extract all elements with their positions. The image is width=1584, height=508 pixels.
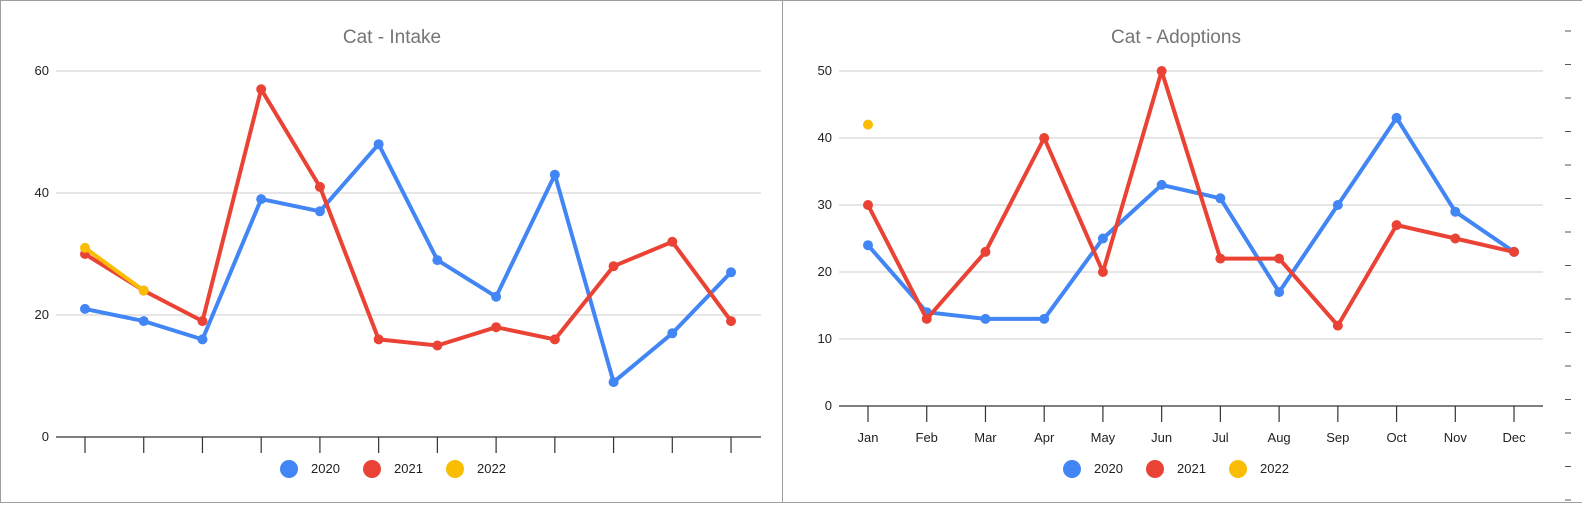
data-point-2021 — [256, 84, 267, 95]
data-point-2020 — [1274, 287, 1285, 298]
data-point-2020 — [314, 206, 325, 217]
data-point-2020 — [256, 194, 267, 205]
legend-swatch-2021 — [363, 460, 381, 478]
chart-panel-adoptions: Cat - Adoptions 0 10 20 30 40 50 Jan Feb Mar Apr Ma… — [782, 0, 1582, 503]
x-tick-label-mar: Mar — [974, 430, 997, 445]
data-point-2022 — [863, 119, 873, 130]
data-point-2021 — [608, 261, 619, 272]
data-point-2021 — [373, 334, 384, 345]
y-tick-label: 0 — [42, 429, 49, 444]
data-point-2020 — [1391, 112, 1402, 123]
legend-swatch-2020 — [280, 460, 298, 478]
data-point-2020 — [863, 240, 873, 251]
data-point-2021 — [1156, 66, 1167, 76]
series-line-2021 — [83, 87, 734, 348]
x-tick-label-oct: Oct — [1386, 430, 1407, 445]
data-point-2020 — [608, 377, 619, 388]
chart-title: Cat - Adoptions — [1111, 27, 1241, 48]
edge-ticks — [1565, 30, 1571, 501]
data-point-2020 — [1097, 233, 1108, 244]
legend-label-2020: 2020 — [311, 461, 340, 476]
legend-swatch-2022 — [1229, 460, 1247, 478]
data-point-2021 — [1274, 253, 1285, 264]
data-point-2020 — [197, 334, 208, 345]
data-point-2020 — [549, 169, 560, 180]
series-line-2022 — [83, 245, 146, 293]
data-point-2021 — [314, 181, 325, 192]
y-tick-label: 60 — [35, 63, 49, 78]
chart-panel-intake: Cat - Intake 0 20 40 60 2020 2021 2022 — [0, 0, 783, 503]
data-point-2020 — [1450, 206, 1461, 217]
data-point-2020 — [491, 291, 502, 302]
data-point-2020 — [432, 255, 443, 266]
y-tick-label: 20 — [818, 264, 832, 279]
x-tick-label-feb: Feb — [916, 430, 938, 445]
x-tick-label-dec: Dec — [1502, 430, 1526, 445]
data-point-2021 — [1039, 133, 1050, 143]
y-tick-label: 40 — [818, 130, 832, 145]
x-tick-label-jul: Jul — [1212, 430, 1229, 445]
data-point-2021 — [1391, 220, 1402, 231]
data-point-2020 — [726, 267, 737, 278]
legend-label-2022: 2022 — [477, 461, 506, 476]
data-point-2021 — [549, 334, 560, 345]
y-tick-label: 10 — [818, 331, 832, 346]
data-point-2020 — [667, 328, 678, 339]
y-tick-label: 0 — [825, 398, 832, 413]
series-line-2020 — [866, 115, 1517, 321]
data-point-2021 — [197, 316, 208, 327]
data-point-2021 — [491, 322, 502, 333]
data-point-2020 — [1156, 179, 1167, 190]
x-tick-label-sep: Sep — [1326, 430, 1349, 445]
legend-label-2021: 2021 — [394, 461, 423, 476]
data-point-2020 — [373, 139, 384, 150]
data-point-2021 — [1509, 246, 1520, 257]
data-point-2020 — [980, 313, 991, 324]
data-point-2021 — [980, 246, 991, 257]
series-line-2020 — [83, 142, 734, 385]
legend-swatch-2020 — [1063, 460, 1081, 478]
chart-intake: Cat - Intake 0 20 40 60 2020 2021 2022 — [35, 27, 761, 478]
data-point-2021 — [1097, 267, 1108, 277]
y-tick-label: 50 — [818, 63, 832, 78]
legend-swatch-2022 — [446, 460, 464, 478]
data-point-2021 — [667, 236, 678, 247]
data-point-2021 — [1332, 320, 1343, 331]
x-tick-label-aug: Aug — [1268, 430, 1291, 445]
series-line-2021 — [866, 69, 1517, 328]
y-tick-label: 20 — [35, 307, 49, 322]
data-point-2021 — [921, 313, 932, 324]
data-point-2020 — [1332, 200, 1343, 210]
x-tick-label-may: May — [1091, 430, 1116, 445]
legend-swatch-2021 — [1146, 460, 1164, 478]
legend-label-2020: 2020 — [1094, 461, 1123, 476]
data-point-2021 — [726, 316, 737, 327]
legend-label-2022: 2022 — [1260, 461, 1289, 476]
data-point-2020 — [1039, 313, 1050, 324]
x-tick-label-jan: Jan — [858, 430, 879, 445]
x-tick-label-apr: Apr — [1034, 430, 1055, 445]
chart-title: Cat - Intake — [343, 27, 441, 48]
data-point-2020 — [80, 303, 90, 314]
x-tick-label-nov: Nov — [1444, 430, 1468, 445]
data-point-2020 — [1215, 193, 1226, 204]
y-tick-label: 30 — [818, 197, 832, 212]
chart-adoptions: Cat - Adoptions 0 10 20 30 40 50 Jan Feb Mar Apr Ma… — [818, 27, 1571, 501]
x-tick-label-jun: Jun — [1151, 430, 1172, 445]
y-tick-label: 40 — [35, 185, 49, 200]
data-point-2021 — [432, 340, 443, 351]
data-point-2021 — [1215, 253, 1226, 264]
data-point-2021 — [863, 200, 873, 210]
data-point-2020 — [138, 316, 149, 327]
data-point-2021 — [1450, 233, 1461, 244]
legend-label-2021: 2021 — [1177, 461, 1206, 476]
data-point-2022 — [80, 242, 90, 253]
data-point-2022 — [138, 285, 149, 296]
